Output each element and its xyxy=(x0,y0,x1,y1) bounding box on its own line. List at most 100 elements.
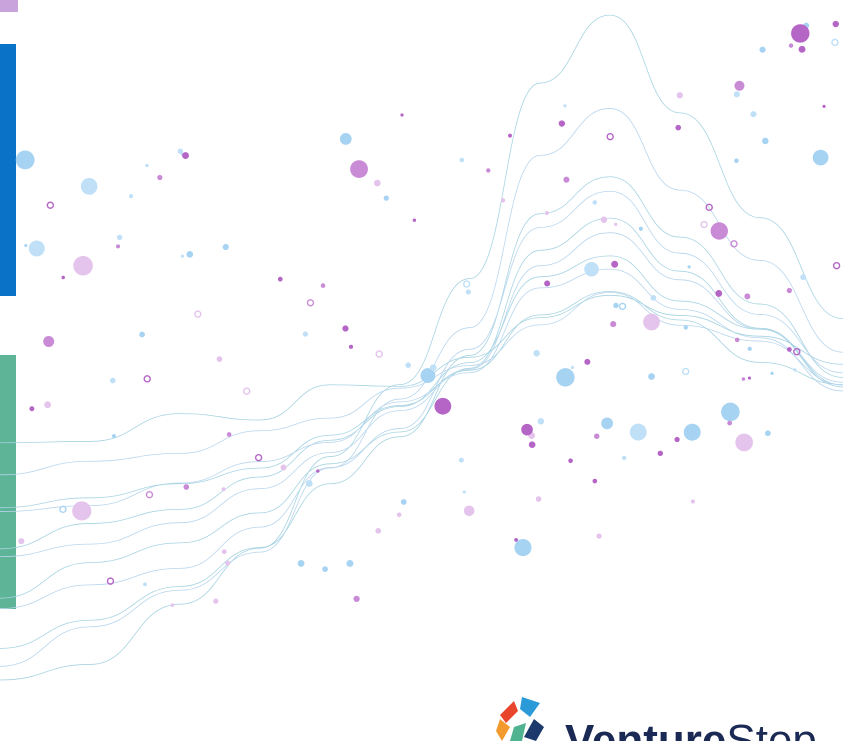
dot xyxy=(556,368,574,386)
dot xyxy=(727,421,732,426)
dot xyxy=(735,338,740,343)
wave-line xyxy=(0,177,843,649)
dot xyxy=(735,434,753,452)
dot xyxy=(29,406,34,411)
dot xyxy=(183,484,189,490)
ring-dot xyxy=(47,202,53,208)
dot xyxy=(434,398,451,415)
dot xyxy=(430,364,437,371)
dot xyxy=(584,262,598,276)
dot xyxy=(592,200,597,205)
wave-line xyxy=(0,269,843,511)
dot xyxy=(765,430,771,436)
dot xyxy=(486,168,490,172)
ring-dot xyxy=(60,506,66,512)
dot xyxy=(342,325,348,331)
dot xyxy=(459,458,464,463)
logo-light: Step xyxy=(726,716,817,741)
dot xyxy=(594,433,599,438)
ring-dot xyxy=(683,368,689,374)
dot xyxy=(316,469,319,472)
dot xyxy=(223,244,229,250)
dot xyxy=(374,180,381,187)
dot xyxy=(833,21,839,27)
dot xyxy=(349,345,353,349)
dot xyxy=(16,150,35,169)
dot xyxy=(630,424,647,441)
wave-lines xyxy=(0,15,843,680)
ring-dot xyxy=(607,134,613,140)
dot xyxy=(413,219,416,222)
logo-icon-green xyxy=(510,723,526,741)
dot xyxy=(217,356,223,362)
dot xyxy=(521,424,533,436)
dot xyxy=(744,293,750,299)
dot xyxy=(639,227,643,231)
dot xyxy=(178,148,184,154)
dot xyxy=(601,417,613,429)
ring-dot xyxy=(701,222,707,228)
dot xyxy=(684,325,688,329)
dot xyxy=(742,377,746,381)
dot xyxy=(43,336,54,347)
dot xyxy=(799,46,806,53)
ring-dot xyxy=(620,303,626,309)
dot xyxy=(677,92,683,98)
dot xyxy=(112,434,116,438)
dot xyxy=(691,500,695,504)
dot xyxy=(81,178,98,195)
dot xyxy=(306,480,313,487)
dot xyxy=(750,111,756,117)
dot xyxy=(675,125,681,131)
ring-dot xyxy=(307,300,313,306)
dot xyxy=(536,496,542,502)
dot xyxy=(508,134,512,138)
dot xyxy=(466,289,471,294)
dot xyxy=(688,265,691,268)
dot xyxy=(401,499,407,505)
dot xyxy=(611,261,618,268)
dot xyxy=(787,347,792,352)
dot xyxy=(322,566,328,572)
dot xyxy=(538,418,544,424)
dot xyxy=(501,198,505,202)
wave-line xyxy=(0,233,843,557)
dot xyxy=(278,277,283,282)
dot xyxy=(405,362,411,368)
dot xyxy=(571,366,574,369)
dot xyxy=(18,538,24,544)
dot xyxy=(759,47,765,53)
wave-line xyxy=(0,218,843,598)
logo-icon-navy xyxy=(524,719,544,741)
dot xyxy=(384,196,389,201)
dot xyxy=(544,280,550,286)
dot xyxy=(793,368,796,371)
dot xyxy=(340,133,352,145)
dot xyxy=(533,350,539,356)
dot xyxy=(225,561,230,566)
logo xyxy=(496,697,544,741)
dot xyxy=(563,177,569,183)
dot xyxy=(643,314,660,331)
dot xyxy=(563,104,566,107)
dot xyxy=(145,164,148,167)
dot xyxy=(222,487,226,491)
dot xyxy=(464,506,475,517)
dot xyxy=(227,432,232,437)
dot xyxy=(514,539,531,556)
ring-dot xyxy=(464,281,470,287)
dot xyxy=(186,251,193,258)
wave-line xyxy=(0,108,843,666)
dot xyxy=(787,288,792,293)
dot xyxy=(139,332,145,338)
dot xyxy=(321,283,326,288)
ring-dot xyxy=(834,263,840,269)
dot xyxy=(622,456,626,460)
logo-icon-blue xyxy=(520,697,540,717)
dot xyxy=(397,512,402,517)
slide: VentureStep xyxy=(0,0,843,741)
dot xyxy=(143,582,147,586)
dot xyxy=(822,105,825,108)
dot xyxy=(601,217,607,223)
dot xyxy=(73,256,93,276)
